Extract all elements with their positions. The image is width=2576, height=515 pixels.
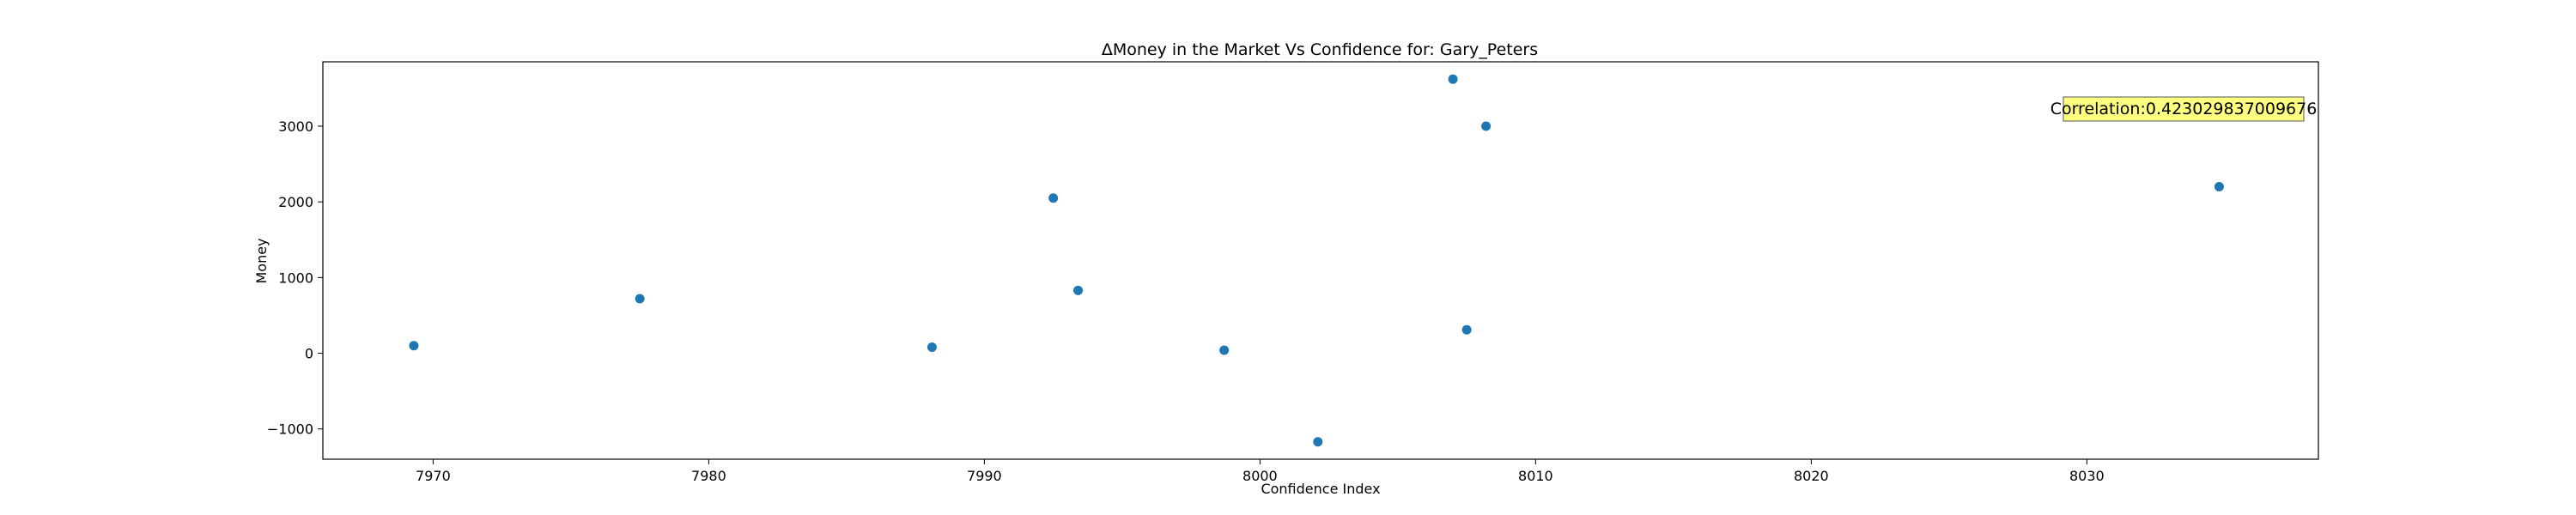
x-tick-label: 8030 [2069,468,2105,484]
y-axis: −1000 0 1000 2000 3000 [267,118,323,438]
correlation-annotation: Correlation:0.423029837009676 [2050,96,2318,122]
data-point [635,294,645,304]
y-tick-label: 0 [305,346,313,362]
correlation-text: Correlation:0.423029837009676 [2050,100,2318,118]
x-tick-label: 8000 [1242,468,1278,484]
x-tick-label: 7990 [967,468,1002,484]
x-axis: 7970 7980 7990 8000 8010 8020 8030 [416,459,2105,484]
data-point [1313,437,1323,447]
data-point [1481,121,1492,131]
data-point [2214,182,2224,192]
data-point [1219,345,1230,355]
plot-frame [322,61,2319,460]
x-tick-label: 7980 [691,468,726,484]
y-tick-label: 1000 [278,270,313,286]
y-tick-label: 3000 [278,118,313,135]
data-point [1073,285,1084,295]
y-axis-label: Money [253,238,270,283]
data-point [1048,193,1059,203]
data-point [927,342,937,352]
data-point [409,341,419,351]
data-point [1461,324,1472,335]
correlation-box [2063,96,2305,122]
data-point [1448,74,1458,84]
data-points [409,74,2224,447]
x-tick-label: 7970 [416,468,451,484]
y-tick-label: 2000 [278,194,313,210]
y-tick-label: −1000 [267,421,313,438]
x-tick-label: 8020 [1794,468,1829,484]
x-axis-label: Confidence Index [1261,481,1380,497]
chart-title: ΔMoney in the Market Vs Confidence for: … [1102,40,1538,59]
x-tick-label: 8010 [1518,468,1553,484]
